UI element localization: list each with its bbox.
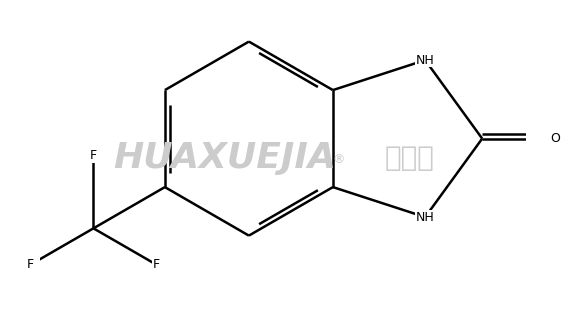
Text: F: F [90, 149, 97, 162]
Text: 化学加: 化学加 [384, 144, 434, 172]
Text: F: F [153, 258, 160, 271]
Text: NH: NH [416, 54, 435, 67]
Text: NH: NH [416, 210, 435, 224]
Text: ®: ® [333, 153, 345, 166]
Text: F: F [27, 258, 34, 271]
Text: HUAXUEJIA: HUAXUEJIA [113, 141, 336, 175]
Text: O: O [550, 132, 560, 145]
